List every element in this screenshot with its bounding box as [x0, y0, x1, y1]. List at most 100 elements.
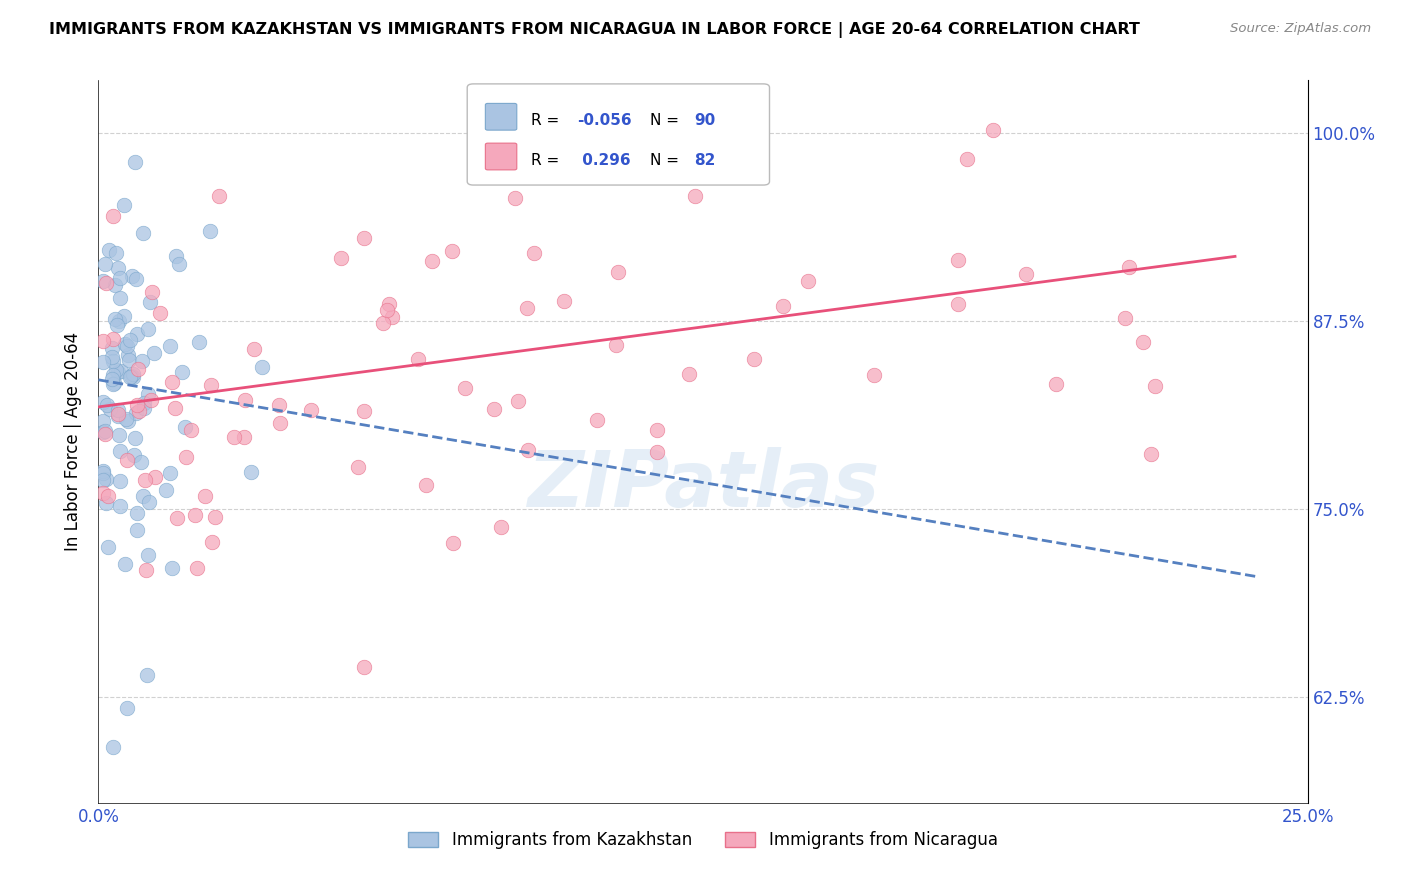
- Point: [252, 359, 274, 374]
- FancyBboxPatch shape: [485, 103, 517, 130]
- Point: [107, 261, 129, 276]
- Point: [104, 312, 127, 326]
- Point: [135, 563, 157, 577]
- Point: [329, 251, 352, 265]
- Text: 0.296: 0.296: [578, 153, 631, 168]
- Text: IMMIGRANTS FROM KAZAKHSTAN VS IMMIGRANTS FROM NICARAGUA IN LABOR FORCE | AGE 20-: IMMIGRANTS FROM KAZAKHSTAN VS IMMIGRANTS…: [49, 22, 1140, 38]
- Point: [136, 386, 159, 401]
- Point: [1114, 310, 1136, 325]
- Point: [375, 303, 398, 318]
- Point: [118, 369, 141, 384]
- Point: [1139, 447, 1161, 461]
- Point: [131, 226, 153, 240]
- Point: [135, 668, 157, 682]
- Point: [946, 252, 969, 267]
- Point: [115, 339, 138, 353]
- Point: [956, 152, 979, 166]
- Point: [180, 424, 202, 438]
- Point: [91, 414, 114, 428]
- Point: [131, 354, 153, 368]
- Point: [103, 368, 125, 382]
- Point: [104, 278, 127, 293]
- Point: [91, 274, 114, 288]
- Point: [503, 191, 526, 205]
- Point: [167, 257, 190, 271]
- Point: [1118, 260, 1140, 274]
- Point: [772, 300, 794, 314]
- Point: [107, 409, 129, 423]
- Point: [204, 510, 226, 524]
- Point: [141, 392, 163, 407]
- Point: [108, 500, 131, 514]
- Point: [742, 352, 765, 367]
- Point: [201, 535, 224, 549]
- Point: [159, 339, 181, 353]
- Point: [269, 417, 291, 431]
- Point: [117, 414, 139, 428]
- Point: [165, 401, 187, 415]
- Point: [115, 411, 138, 425]
- Point: [198, 223, 221, 237]
- Point: [104, 246, 127, 260]
- Point: [101, 209, 124, 223]
- Point: [110, 444, 132, 458]
- Point: [222, 430, 245, 444]
- Point: [101, 740, 124, 755]
- Point: [605, 338, 627, 352]
- Point: [101, 350, 124, 364]
- Point: [136, 548, 159, 562]
- Point: [134, 473, 156, 487]
- Point: [91, 355, 114, 369]
- Point: [172, 365, 194, 379]
- Point: [523, 246, 546, 260]
- Point: [108, 475, 131, 489]
- Point: [107, 318, 129, 332]
- Text: -0.056: -0.056: [578, 113, 631, 128]
- Point: [107, 407, 129, 421]
- Point: [96, 277, 118, 291]
- Point: [98, 243, 121, 257]
- Point: [101, 354, 124, 368]
- Point: [347, 460, 370, 475]
- Point: [981, 123, 1004, 137]
- Point: [112, 310, 135, 324]
- Point: [862, 368, 884, 382]
- Point: [94, 496, 117, 510]
- Point: [208, 189, 231, 203]
- Point: [678, 368, 700, 382]
- Point: [441, 244, 464, 259]
- Point: [353, 231, 375, 245]
- Point: [141, 285, 163, 299]
- Point: [235, 392, 257, 407]
- Point: [125, 272, 148, 286]
- Point: [406, 352, 429, 367]
- Point: [94, 424, 117, 438]
- Point: [516, 301, 538, 315]
- Point: [96, 472, 118, 486]
- Point: [124, 155, 146, 169]
- Point: [165, 249, 187, 263]
- Point: [103, 376, 125, 391]
- Point: [127, 361, 149, 376]
- Point: [91, 466, 114, 480]
- Point: [132, 401, 155, 415]
- Point: [200, 378, 222, 392]
- Point: [125, 398, 148, 412]
- Point: [645, 445, 668, 459]
- Point: [91, 395, 114, 409]
- Point: [160, 561, 183, 575]
- Point: [948, 297, 970, 311]
- Point: [107, 365, 129, 379]
- Text: N =: N =: [650, 113, 679, 128]
- Point: [381, 310, 404, 325]
- Point: [353, 660, 375, 674]
- Text: 82: 82: [695, 153, 716, 168]
- Point: [143, 470, 166, 484]
- Point: [166, 510, 188, 524]
- Point: [683, 189, 706, 203]
- Point: [110, 271, 132, 285]
- FancyBboxPatch shape: [467, 84, 769, 185]
- Point: [149, 306, 172, 320]
- Point: [94, 257, 117, 271]
- Point: [415, 478, 437, 492]
